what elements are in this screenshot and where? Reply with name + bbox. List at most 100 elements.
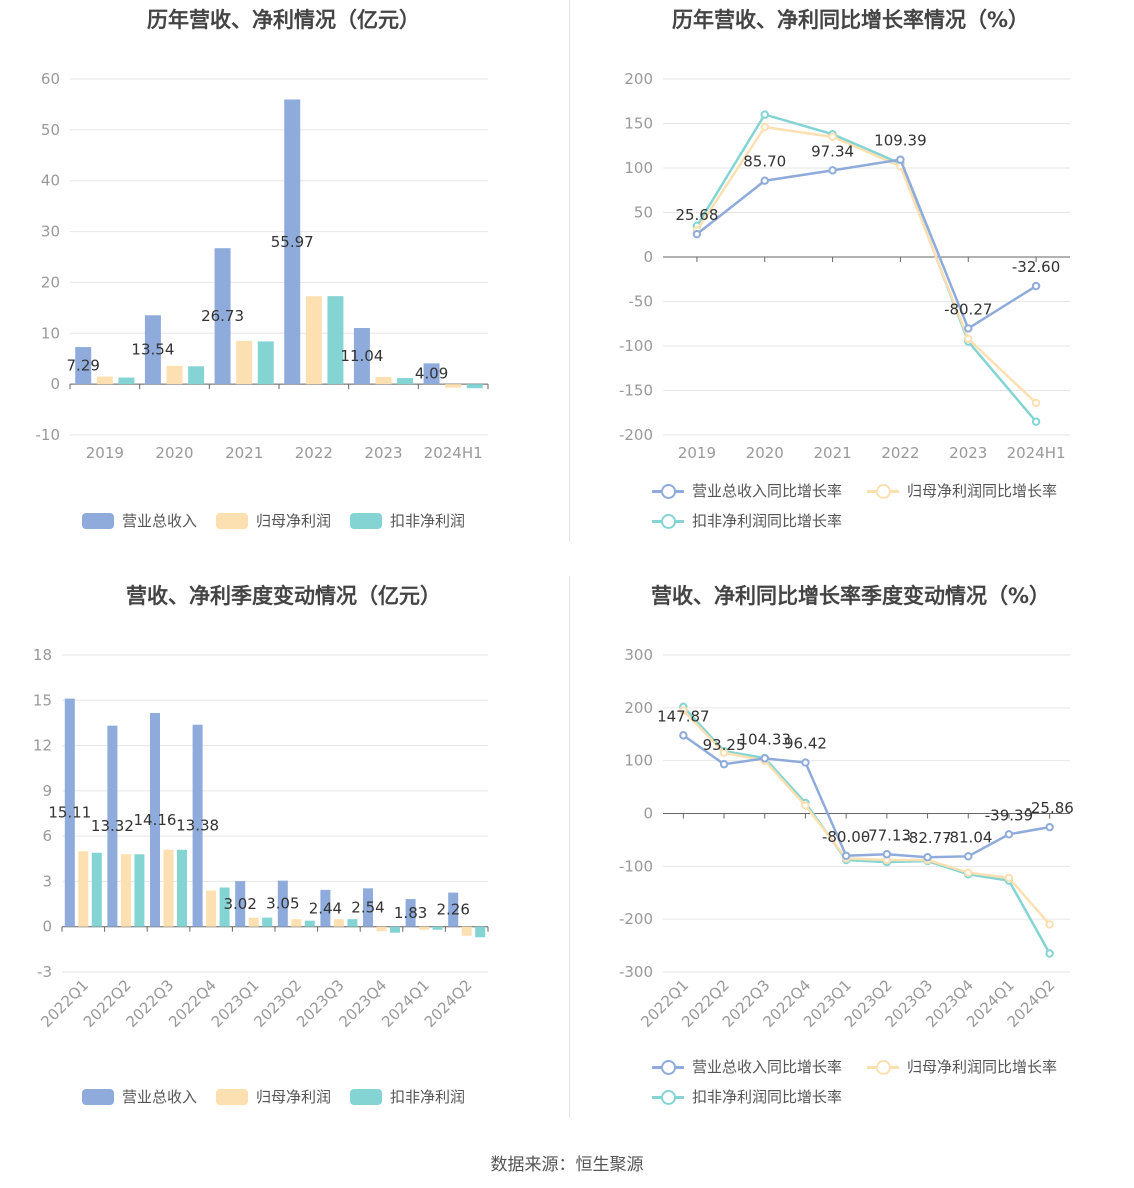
bar bbox=[305, 296, 322, 385]
data-point bbox=[719, 748, 729, 757]
annual-bar-chart: 60 50 40 30 20 10 0 -10 2019 2020 2021 2022 2023 2024… bbox=[36, 70, 489, 462]
bar bbox=[423, 363, 440, 385]
data-label: 15.11 bbox=[48, 804, 91, 822]
data-point bbox=[964, 324, 973, 333]
data-label: 3.02 bbox=[223, 895, 256, 913]
bar bbox=[327, 296, 344, 385]
divider-bottom bbox=[569, 576, 570, 1118]
y-tick-label: 12 bbox=[33, 737, 52, 755]
bar bbox=[284, 99, 301, 385]
quarterly-bar-panel: 营收、净利季度变动情况（亿元） 18 15 12 9 6 3 0 -3 2022Q1 2022Q2… bbox=[0, 576, 567, 1152]
bar bbox=[304, 920, 315, 927]
x-tick-label: 2024Q2 bbox=[421, 976, 476, 1031]
bar bbox=[347, 919, 358, 927]
y-tick-label: -3 bbox=[37, 963, 52, 981]
y-tick-label: 10 bbox=[41, 324, 60, 342]
legend-swatch bbox=[82, 513, 114, 529]
data-point bbox=[801, 758, 810, 767]
legend-swatch bbox=[350, 513, 382, 529]
data-point bbox=[760, 122, 769, 132]
bar bbox=[390, 926, 400, 933]
annual-growth-chart: 200 150 100 50 0 -50 -100 -150 -200 2019 2020 2021 2… bbox=[619, 70, 1070, 462]
series-line bbox=[696, 158, 1037, 331]
x-tick-label: 2023 bbox=[949, 444, 987, 462]
y-tick-label: 0 bbox=[643, 248, 653, 266]
legend-label: 营业总收入同比增长率 bbox=[692, 1058, 843, 1076]
data-point bbox=[882, 850, 892, 859]
data-label: 1.83 bbox=[394, 904, 427, 922]
data-label: 55.97 bbox=[271, 233, 314, 251]
data-label: 14.16 bbox=[134, 811, 177, 829]
series-line bbox=[682, 734, 1050, 859]
y-tick-label: 200 bbox=[624, 699, 653, 717]
data-label: -39.39 bbox=[985, 806, 1033, 824]
bar bbox=[320, 889, 331, 927]
bar bbox=[64, 698, 75, 927]
data-label: 13.54 bbox=[131, 341, 174, 359]
bar bbox=[405, 899, 416, 927]
bar bbox=[248, 917, 259, 927]
y-tick-label: -100 bbox=[619, 337, 653, 355]
data-point bbox=[1045, 920, 1054, 929]
y-tick-label: 50 bbox=[634, 204, 653, 222]
y-tick-label: 18 bbox=[33, 646, 52, 664]
y-tick-label: 60 bbox=[41, 70, 60, 88]
y-tick-label: -200 bbox=[619, 426, 653, 444]
bar bbox=[445, 384, 462, 388]
legend-marker bbox=[661, 1090, 676, 1105]
y-tick-label: 0 bbox=[42, 918, 52, 936]
data-label: 147.87 bbox=[657, 707, 710, 725]
y-tick-label: 20 bbox=[41, 273, 60, 291]
legend-marker bbox=[661, 484, 676, 499]
bar bbox=[375, 377, 392, 385]
x-tick-label: 2020 bbox=[746, 444, 784, 462]
legend-label: 归母净利润同比增长率 bbox=[907, 482, 1058, 500]
y-tick-label: -150 bbox=[619, 382, 653, 400]
data-label: -82.77 bbox=[903, 829, 951, 847]
chart-title: 历年营收、净利情况（亿元） bbox=[147, 8, 420, 32]
bar bbox=[353, 327, 370, 385]
x-tick-label: 2023 bbox=[364, 444, 402, 462]
y-tick-label: -10 bbox=[36, 426, 61, 444]
data-label: 3.05 bbox=[266, 895, 299, 913]
data-point bbox=[964, 334, 973, 344]
bar bbox=[419, 926, 430, 930]
x-tick-label: 2024H1 bbox=[424, 444, 483, 462]
data-point bbox=[719, 760, 729, 769]
data-label: -80.27 bbox=[944, 300, 992, 318]
data-point bbox=[679, 731, 688, 740]
legend-label: 扣非净利润 bbox=[390, 512, 466, 530]
data-label: 13.32 bbox=[91, 817, 134, 835]
data-point bbox=[1045, 949, 1054, 958]
legend-swatch bbox=[82, 1089, 114, 1105]
data-point bbox=[692, 229, 702, 239]
bar bbox=[163, 849, 174, 927]
bar bbox=[150, 712, 160, 927]
y-tick-label: 100 bbox=[624, 752, 653, 770]
legend-marker bbox=[876, 1060, 891, 1075]
x-tick-label: 2021 bbox=[813, 444, 851, 462]
x-tick-label: 2022 bbox=[295, 444, 333, 462]
data-point bbox=[896, 155, 905, 164]
x-tick-label: 2022 bbox=[881, 444, 919, 462]
y-tick-label: 0 bbox=[50, 375, 60, 393]
legend-label: 归母净利润 bbox=[256, 1088, 332, 1106]
data-label: -81.04 bbox=[944, 828, 992, 846]
data-label: 96.42 bbox=[784, 735, 827, 753]
bar bbox=[120, 854, 131, 927]
data-label: 4.09 bbox=[415, 365, 448, 383]
data-label: 11.04 bbox=[340, 347, 383, 365]
quarterly-growth-chart: 3002001000-100-200-3002022Q12022Q22022Q3… bbox=[619, 646, 1074, 1031]
y-tick-label: 300 bbox=[624, 646, 653, 664]
data-label: 26.73 bbox=[201, 307, 244, 325]
y-tick-label: 6 bbox=[42, 827, 52, 845]
bar bbox=[177, 849, 187, 927]
data-source-label: 数据来源：恒生聚源 bbox=[490, 1155, 644, 1175]
data-point bbox=[679, 706, 688, 715]
bar bbox=[188, 366, 205, 385]
bar bbox=[448, 892, 459, 927]
bar bbox=[475, 926, 486, 938]
legend-marker bbox=[661, 514, 676, 529]
data-point bbox=[828, 166, 837, 175]
data-point bbox=[964, 852, 973, 861]
